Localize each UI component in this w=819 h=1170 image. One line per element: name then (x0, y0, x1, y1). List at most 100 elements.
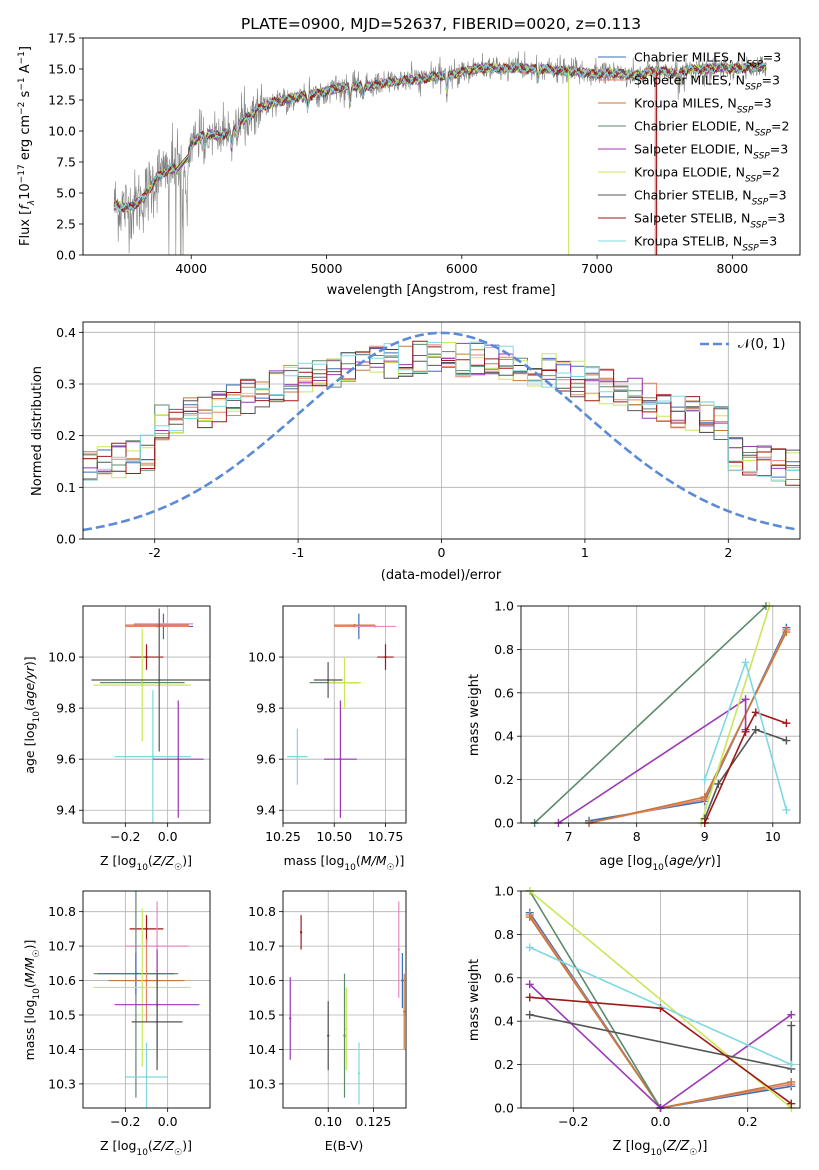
y-tick-label: 10.0 (48, 124, 76, 139)
y-tick-label: 10.6 (48, 973, 76, 988)
y-tick-label: 9.4 (256, 803, 276, 818)
data-point (343, 1034, 346, 1037)
weight-line (529, 891, 662, 1108)
y-tick-label: 0.6 (494, 970, 514, 985)
plus-marker (782, 719, 791, 728)
x-tick-label: 4000 (175, 261, 207, 276)
mass_vs_Z-axes (79, 891, 210, 1112)
y-tick-label: 9.8 (56, 701, 76, 716)
legend-entry: Kroupa STELIB, NSSP=3 (634, 234, 777, 254)
y-tick-label: 10.3 (248, 1076, 276, 1091)
x-axis-label: Z [log10(Z/Z☉)] (100, 1138, 192, 1158)
y-tick-label: 10.5 (248, 1008, 276, 1023)
weight-line (529, 916, 792, 1108)
x-tick-label: 10.25 (265, 829, 301, 844)
x-tick-label: −0.2 (110, 829, 140, 844)
data-point (374, 625, 377, 628)
x-tick-label: 0 (438, 545, 446, 560)
legend-entry: Chabrier ELODIE, NSSP=2 (634, 119, 789, 139)
y-tick-label: 9.8 (256, 701, 276, 716)
x-tick-label: -2 (148, 545, 160, 560)
plus-marker (787, 1099, 796, 1108)
plus-marker (525, 943, 534, 952)
y-tick-label: 0.4 (56, 325, 76, 340)
data-point (158, 678, 161, 682)
plus-marker (741, 695, 750, 704)
y-tick-label: 0.1 (56, 480, 76, 495)
plus-marker (714, 779, 723, 788)
weight-line (529, 912, 792, 1108)
plus-marker (782, 805, 791, 814)
data-point (402, 1010, 406, 1013)
y-tick-label: 9.6 (56, 752, 76, 767)
data-point (155, 1020, 159, 1024)
histogram-axes-frame (82, 321, 801, 540)
y-tick-label: 15.0 (48, 62, 76, 77)
y-tick-label: 10.5 (48, 1008, 76, 1023)
y-axis-label: mass [log10(M/M☉)] (22, 940, 42, 1061)
y-tick-label: 12.5 (48, 93, 76, 108)
data-point (134, 972, 138, 975)
data-point (145, 927, 148, 931)
plus-marker (700, 775, 709, 784)
data-point (177, 757, 180, 761)
legend-entry: 𝒩(0, 1) (738, 337, 785, 352)
y-tick-label: 9.6 (256, 752, 276, 767)
figure-title: PLATE=0900, MJD=52637, FIBERID=0020, z=0… (241, 15, 641, 33)
x-tick-label: 2 (724, 545, 732, 560)
x-tick-label: 0.10 (314, 1114, 342, 1129)
data-point (151, 755, 155, 758)
weight_vs_age-axes (517, 605, 800, 827)
x-tick-label: −0.2 (110, 1114, 140, 1129)
weight-line (557, 697, 747, 823)
y-tick-label: 0.3 (56, 377, 76, 392)
gaussian-curve (83, 331, 798, 532)
data-point (145, 655, 148, 659)
x-tick-label: 10 (765, 829, 781, 844)
legend-entry: Chabrier STELIB, NSSP=3 (634, 188, 787, 208)
x-axis-label: mass [log10(M/M☉)] (284, 853, 405, 873)
y-tick-label: 17.5 (48, 31, 76, 46)
data-point (397, 948, 400, 951)
x-tick-label: 7000 (581, 261, 613, 276)
spectrum-axes (79, 37, 733, 259)
data-point (401, 979, 404, 982)
x-axis-label: age [log10(age/yr)] (599, 854, 721, 873)
y-tick-label: 10.0 (248, 650, 276, 665)
y-axis-label: mass weight (467, 674, 482, 756)
y-tick-label: 10.6 (248, 973, 276, 988)
mass_vs_ebv-axes (279, 891, 406, 1112)
x-tick-label: 0.2 (738, 1114, 758, 1129)
x-tick-label: 0.0 (651, 1114, 671, 1129)
y-tick-label: 10.8 (48, 904, 76, 919)
legend-entry: Salpeter STELIB, NSSP=3 (634, 211, 785, 231)
legend-entry: Kroupa MILES, NSSP=3 (634, 96, 772, 116)
x-tick-label: -1 (292, 545, 304, 560)
age_vs_Z-axes (79, 606, 210, 827)
age_vs_mass-axes (279, 606, 406, 827)
y-tick-label: 1.0 (494, 599, 514, 614)
y-tick-label: 1.0 (494, 884, 514, 899)
y-tick-label: 10.0 (48, 650, 76, 665)
plus-marker (525, 913, 534, 922)
plus-marker (787, 1060, 796, 1069)
y-tick-label: 9.4 (56, 803, 76, 818)
y-tick-label: 0.2 (494, 772, 514, 787)
weight-line (700, 606, 771, 823)
data-point (345, 1027, 348, 1030)
y-tick-label: 0.4 (494, 1014, 514, 1029)
age_vs_Z-frame (82, 605, 211, 824)
data-point (141, 986, 144, 989)
x-tick-label: 0.0 (158, 829, 178, 844)
plus-marker (782, 628, 791, 637)
data-point (145, 1075, 148, 1079)
data-point (155, 944, 159, 948)
plus-marker (700, 792, 709, 801)
y-tick-label: 0.0 (494, 1101, 514, 1116)
residuals-axes (79, 322, 800, 543)
weight-line (588, 627, 788, 822)
weight-line (588, 631, 788, 823)
y-tick-label: 10.7 (48, 939, 76, 954)
y-tick-label: 0.0 (56, 532, 76, 547)
